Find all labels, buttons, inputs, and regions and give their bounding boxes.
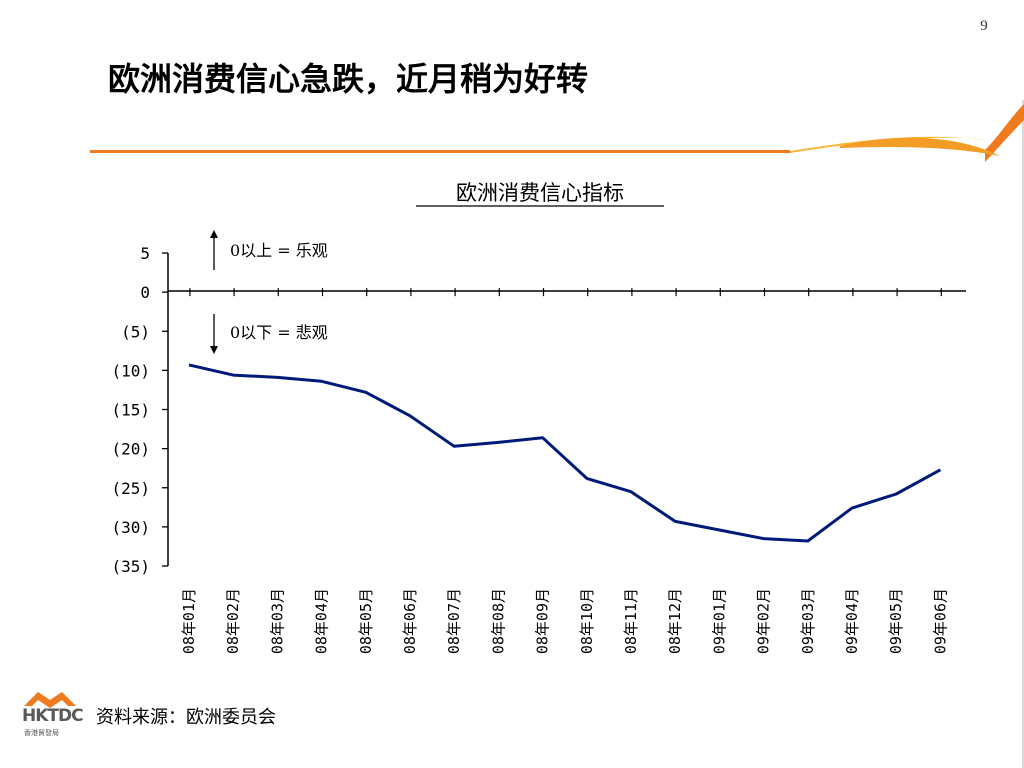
series-line — [188, 363, 942, 543]
x-tick-label: 08年07月 — [445, 588, 463, 654]
x-tick-label: 08年04月 — [313, 588, 331, 654]
logo-subtext: 香港貿發局 — [24, 729, 59, 737]
annotation-pessimistic: 0以下 = 悲观 — [210, 314, 328, 354]
header-underline — [90, 150, 790, 153]
logo-roof-icon — [24, 692, 76, 708]
x-tick-label: 09年06月 — [931, 588, 949, 654]
y-tick-label: 0 — [140, 283, 150, 302]
x-tick-label: 08年06月 — [401, 588, 419, 654]
y-ticks — [162, 252, 168, 567]
annotation-below-label: 0以下 = 悲观 — [230, 323, 328, 342]
header-swoosh — [90, 104, 1024, 162]
y-tick-label: (30) — [111, 518, 150, 537]
y-tick-label: (20) — [111, 440, 150, 459]
x-tick-label: 09年03月 — [799, 588, 817, 654]
y-tick-label: (35) — [111, 557, 150, 576]
y-tick-label: (5) — [121, 322, 150, 341]
x-tick-label: 08年11月 — [622, 588, 640, 654]
chart-title: 欧洲消费信心指标 — [456, 181, 624, 205]
annotation-optimistic: 0以上 = 乐观 — [210, 230, 328, 270]
x-tick-label: 08年02月 — [224, 588, 242, 654]
annotation-above-label: 0以上 = 乐观 — [230, 241, 328, 260]
x-tick-label: 08年01月 — [180, 588, 198, 654]
x-tick-label: 08年09月 — [534, 588, 552, 654]
slide-title: 欧洲消费信心急跌，近月稍为好转 — [108, 60, 589, 98]
x-tick-label: 09年04月 — [843, 588, 861, 654]
x-tick-label: 08年10月 — [578, 588, 596, 654]
x-tick-label: 08年08月 — [489, 588, 507, 654]
y-tick-labels: 5 0 (5) (10) (15) (20) (25) (30) (35) — [111, 244, 150, 576]
arrow-down-icon — [210, 346, 218, 354]
x-tick-label: 09年02月 — [755, 588, 773, 654]
x-tick-labels: 08年01月 08年02月 08年03月 08年04月 08年05月 08年06月 08年0… — [180, 588, 949, 654]
swoosh-mid — [840, 137, 1000, 156]
y-tick-label: 5 — [140, 244, 150, 263]
right-border — [1022, 100, 1024, 768]
logo-text: HKTDC — [22, 706, 84, 726]
x-tick-label: 08年03月 — [268, 588, 286, 654]
source-note: 资料来源：欧洲委员会 — [96, 707, 276, 728]
y-tick-label: (25) — [111, 479, 150, 498]
x-tick-label: 09年01月 — [710, 588, 728, 654]
x-ticks — [189, 288, 942, 297]
arrow-up-icon — [210, 230, 218, 238]
hktdc-logo — [24, 692, 76, 708]
y-tick-label: (15) — [111, 401, 150, 420]
swoosh-dark — [985, 104, 1024, 162]
y-tick-label: (10) — [111, 361, 150, 380]
x-tick-label: 08年05月 — [357, 588, 375, 654]
x-tick-label: 09年05月 — [887, 588, 905, 654]
x-tick-label: 08年12月 — [666, 588, 684, 654]
page-number: 9 — [980, 18, 988, 34]
